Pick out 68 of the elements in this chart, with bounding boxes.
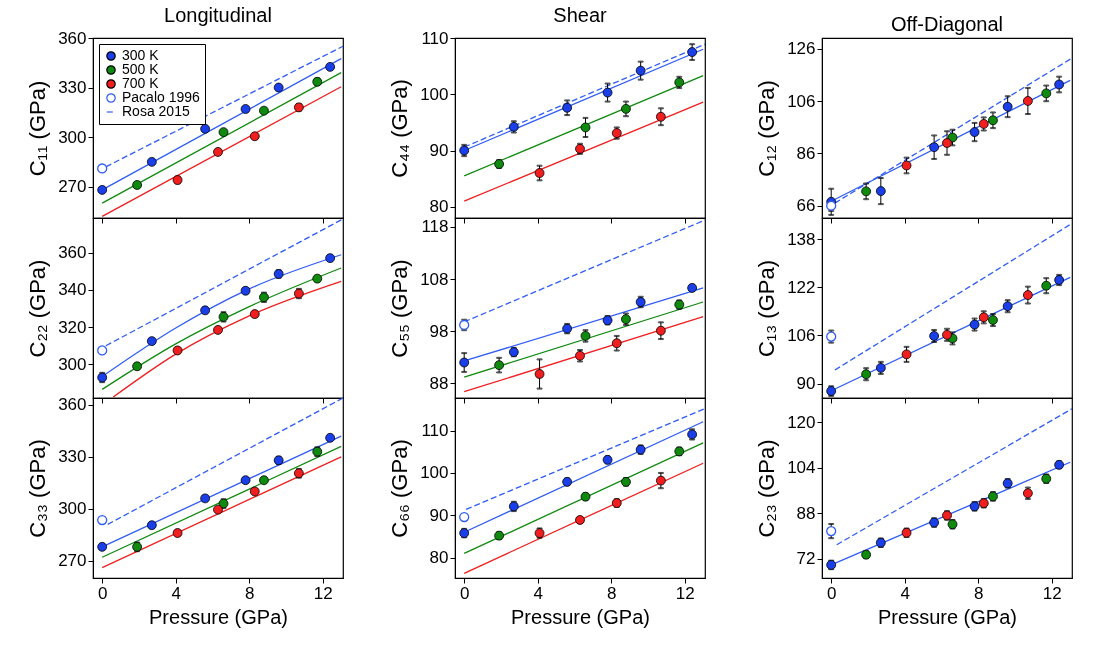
y-tick-label: 72 xyxy=(796,549,816,569)
x-tick-label: 8 xyxy=(974,583,984,603)
y-tick-label: 118 xyxy=(421,217,449,237)
y-tick-label: 104 xyxy=(787,458,816,478)
y-tick-label: 90 xyxy=(429,505,449,525)
legend-label: 700 K xyxy=(122,75,160,91)
y-tick-label: 110 xyxy=(421,421,449,441)
x-axis-title: Pressure (GPa) xyxy=(878,605,1017,628)
y-tick-label: 300 xyxy=(58,499,87,519)
y-tick-label: 100 xyxy=(420,84,449,104)
x-axis-title: Pressure (GPa) xyxy=(149,605,288,628)
y-axis-title: C₄₄ (GPa) xyxy=(387,79,413,178)
y-tick-label: 330 xyxy=(58,447,87,467)
x-tick-label: 12 xyxy=(675,583,695,603)
y-tick-label: 88 xyxy=(796,503,816,523)
y-axis-title: C₂₃ (GPa) xyxy=(754,439,780,538)
y-tick-label: 106 xyxy=(787,91,816,111)
x-tick-label: 0 xyxy=(459,583,470,603)
y-axis-title: C₂₂ (GPa) xyxy=(25,259,51,358)
y-tick-label: 122 xyxy=(787,277,816,297)
y-tick-label: 90 xyxy=(429,141,449,160)
y-axis-title: C₁₂ (GPa) xyxy=(754,80,780,177)
x-tick-label: 12 xyxy=(313,583,333,603)
y-tick-label: 270 xyxy=(58,177,87,197)
y-axis-title: C₃₃ (GPa) xyxy=(25,439,51,538)
legend-label: 300 K xyxy=(122,47,160,63)
y-tick-label: 270 xyxy=(58,551,87,571)
y-tick-label: 110 xyxy=(421,28,449,48)
y-tick-label: 108 xyxy=(420,269,449,289)
y-tick-label: 88 xyxy=(429,373,449,393)
x-tick-label: 4 xyxy=(533,583,543,603)
y-tick-label: 320 xyxy=(58,317,87,337)
y-tick-label: 66 xyxy=(796,196,816,216)
legend-label: Rosa 2015 xyxy=(122,103,190,119)
legend-label: 500 K xyxy=(122,61,160,77)
y-tick-label: 138 xyxy=(787,229,816,249)
x-tick-label: 0 xyxy=(97,583,108,603)
y-tick-label: 120 xyxy=(787,412,816,432)
legend-label: Pacalo 1996 xyxy=(122,89,201,105)
y-tick-label: 90 xyxy=(796,374,816,394)
y-tick-label: 126 xyxy=(787,39,816,59)
y-axis-title: C₆₆ (GPa) xyxy=(387,439,413,538)
y-tick-label: 98 xyxy=(429,321,449,341)
y-tick-label: 86 xyxy=(796,143,816,163)
y-tick-label: 80 xyxy=(429,197,449,217)
y-tick-label: 300 xyxy=(58,127,87,147)
y-axis-title: C₁₃ (GPa) xyxy=(754,259,780,358)
y-axis-title: C₅₅ (GPa) xyxy=(387,259,413,358)
y-tick-label: 360 xyxy=(58,395,87,415)
chart-title: Longitudinal xyxy=(164,4,272,26)
x-tick-label: 8 xyxy=(245,583,255,603)
y-tick-label: 360 xyxy=(58,243,87,263)
chart-title: Off-Diagonal xyxy=(891,13,1003,35)
y-tick-label: 330 xyxy=(58,78,87,98)
y-tick-label: 100 xyxy=(420,463,449,483)
y-axis-title: C₁₁ (GPa) xyxy=(25,80,51,177)
y-tick-label: 80 xyxy=(429,548,449,568)
x-tick-label: 0 xyxy=(826,583,837,603)
x-tick-label: 12 xyxy=(1042,583,1062,603)
y-tick-label: 360 xyxy=(58,28,87,48)
x-tick-label: 4 xyxy=(900,583,910,603)
chart-title: Shear xyxy=(553,4,608,26)
x-tick-label: 8 xyxy=(607,583,617,603)
y-tick-label: 106 xyxy=(787,325,816,345)
x-tick-label: 4 xyxy=(171,583,181,603)
y-tick-label: 340 xyxy=(58,280,87,300)
x-axis-title: Pressure (GPa) xyxy=(511,605,650,628)
y-tick-label: 300 xyxy=(58,354,87,374)
